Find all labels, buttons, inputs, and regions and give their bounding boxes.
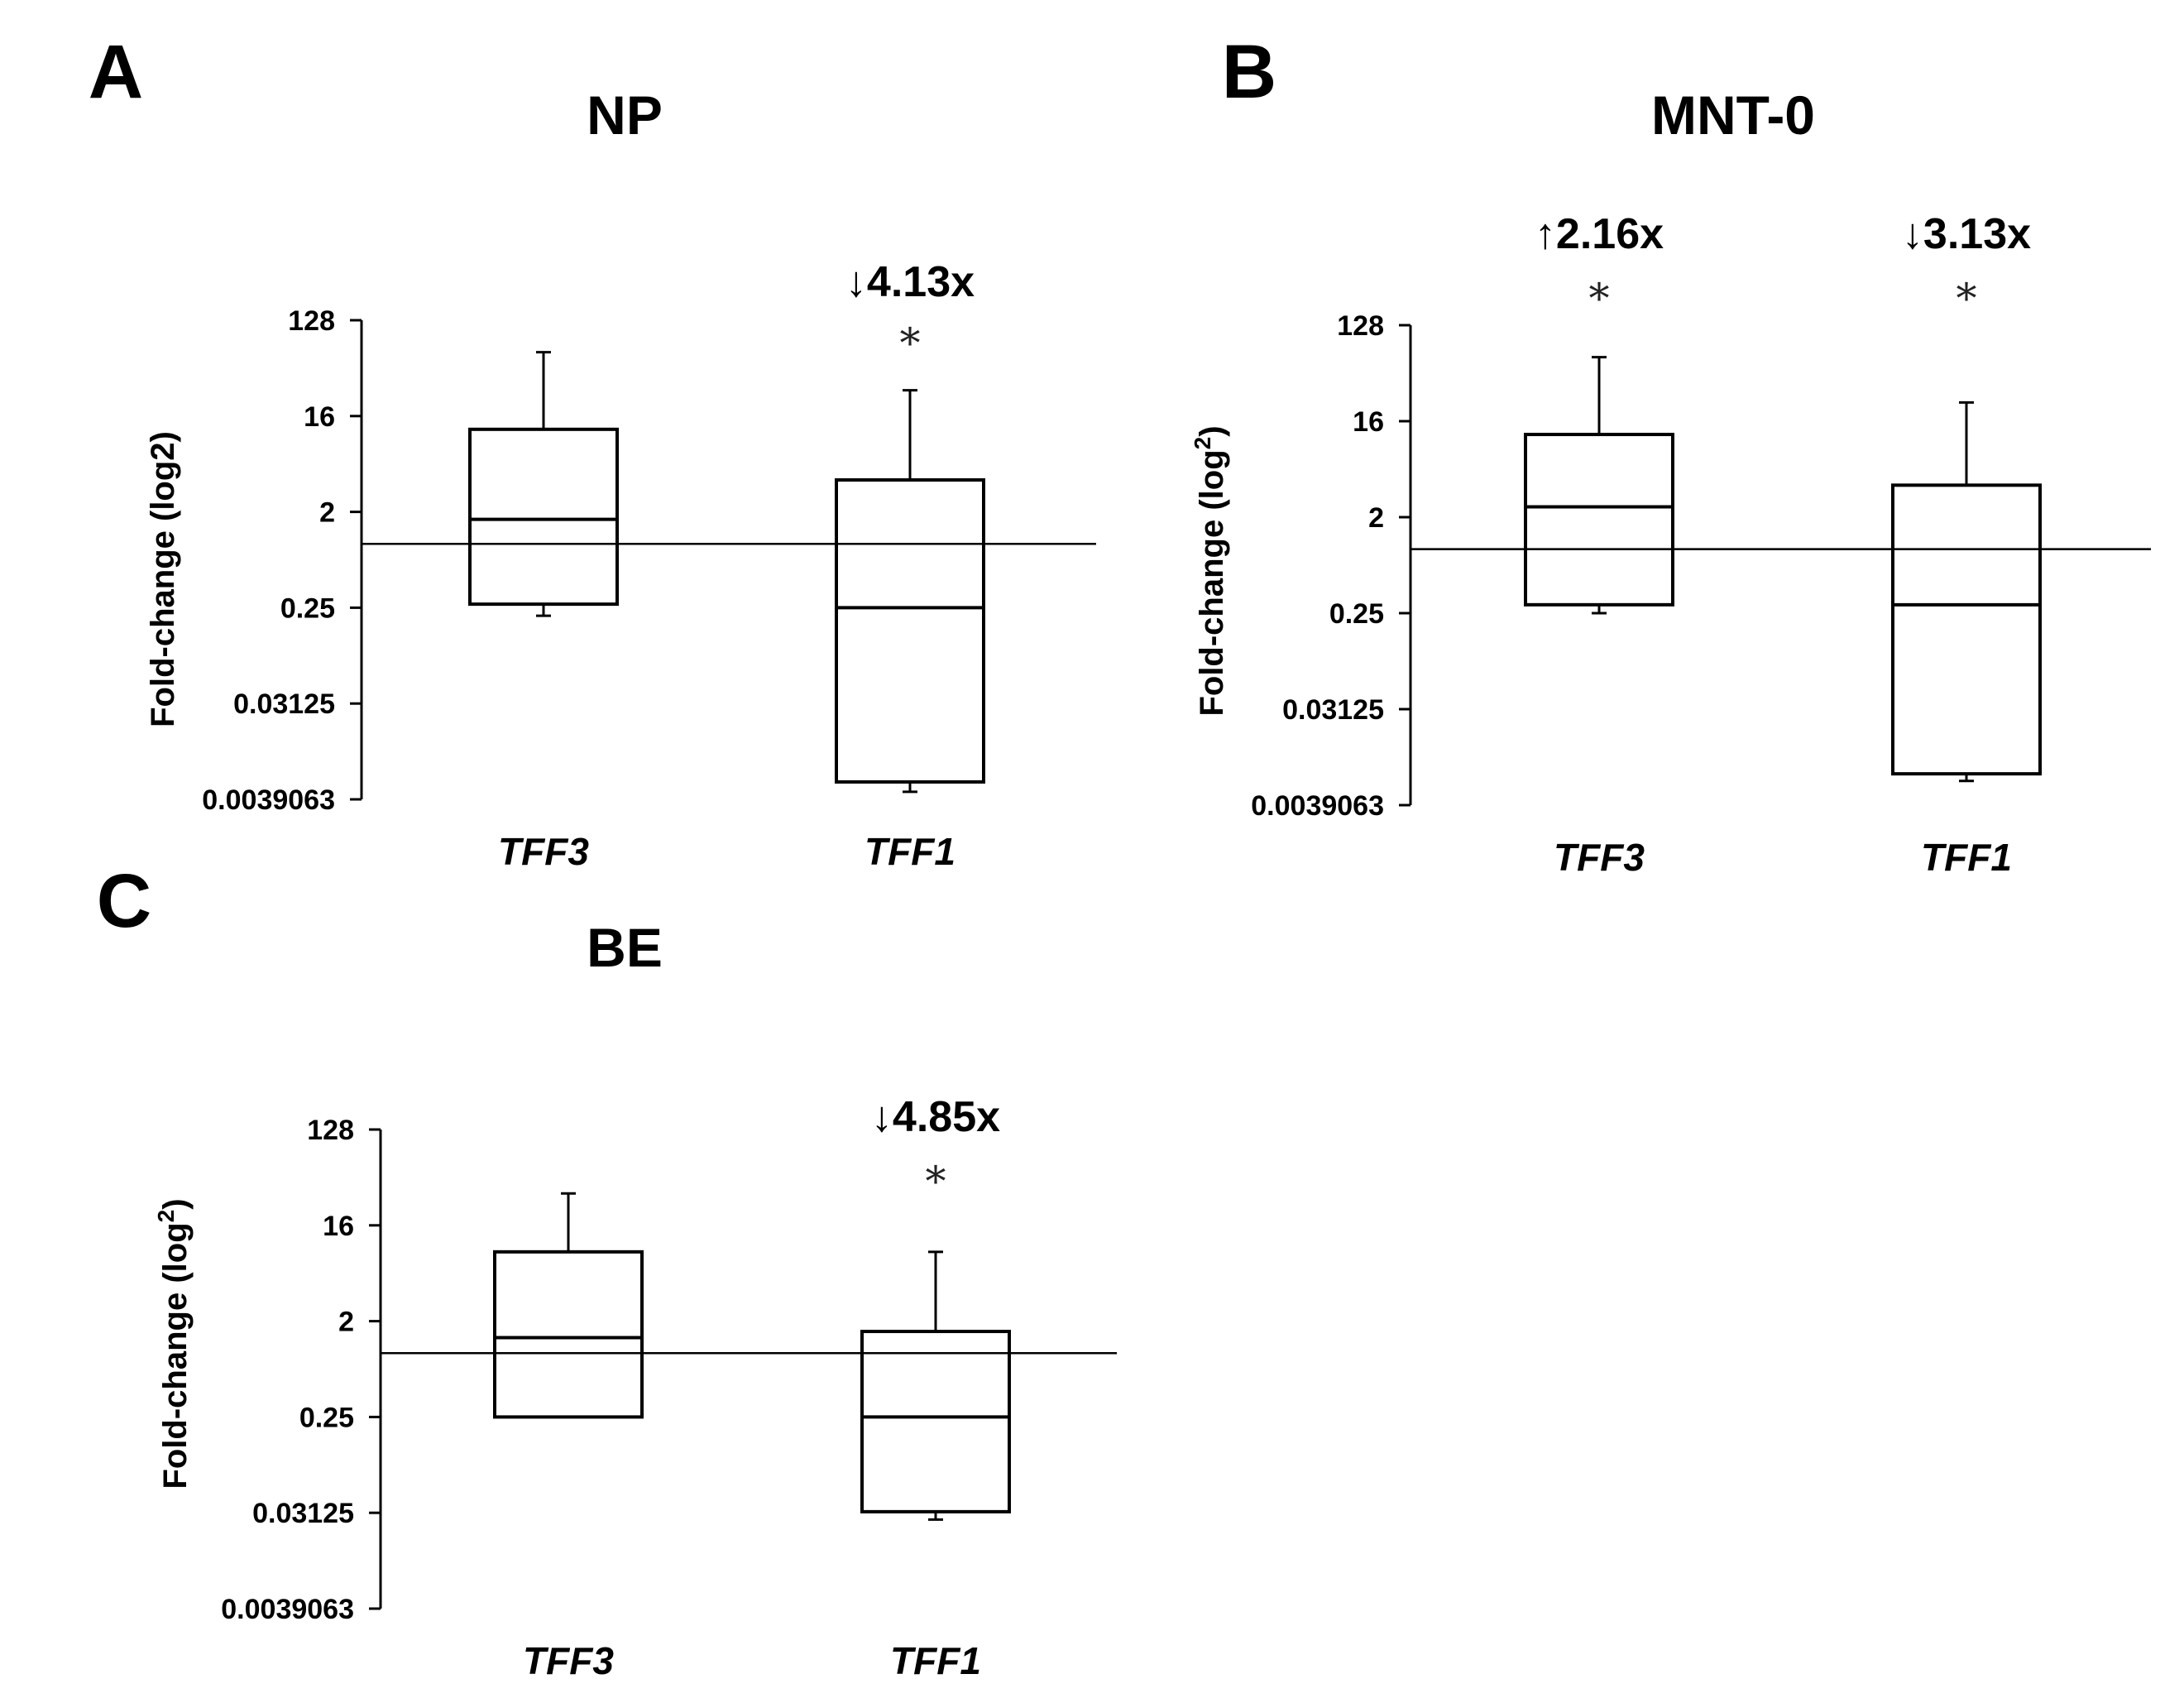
box-a-tff1 <box>835 478 985 784</box>
category-label-a-tff1: TFF1 <box>864 830 956 873</box>
y-axis-title-a: Fold-change (log2) <box>145 431 181 727</box>
y-axis-title-sup-b: 2 <box>1190 437 1215 450</box>
category-label-a-tff3: TFF3 <box>498 830 589 873</box>
y-tick-label-c-0: 128 <box>307 1115 354 1146</box>
panel-letter-c: C <box>97 859 151 943</box>
y-axis-title-text-b: Fold-change (log <box>1194 449 1230 716</box>
y-tick-label-a-1: 16 <box>304 401 335 433</box>
fold-change-label-c-tff1: ↓4.85x <box>871 1093 1000 1141</box>
category-label-b-tff1: TFF1 <box>1921 836 2012 879</box>
y-axis-title-sup-c: 2 <box>153 1210 179 1223</box>
fold-change-label-b-tff1: ↓3.13x <box>1902 210 2031 258</box>
box-b-tff1 <box>1891 483 2042 776</box>
chart-panel-c: C BE 128 16 2 0.25 0.03125 0.0039063 Fold-change… <box>0 849 1117 1698</box>
chart-title-b: MNT-0 <box>1651 84 1815 146</box>
chart-c-svg: C BE 128 16 2 0.25 0.03125 0.0039063 Fold-change… <box>97 859 1117 1682</box>
y-tick-label-b-5: 0.0039063 <box>1251 790 1384 822</box>
significance-marker-b-tff3: * <box>1589 275 1610 323</box>
y-tick-label-a-3: 0.25 <box>280 592 335 624</box>
category-label-c-tff1: TFF1 <box>890 1639 981 1682</box>
box-b-tff3 <box>1524 433 1674 607</box>
chart-a-svg: A NP 128 16 2 0.25 0.03125 0.0039063 Fold-change… <box>89 30 1096 873</box>
y-tick-label-a-5: 0.0039063 <box>202 784 335 816</box>
y-tick-label-b-0: 128 <box>1337 310 1384 342</box>
y-tick-label-c-3: 0.25 <box>299 1402 354 1433</box>
box-c-tff3 <box>493 1250 644 1419</box>
y-tick-label-c-1: 16 <box>323 1211 354 1242</box>
panel-letter-b: B <box>1222 30 1276 114</box>
significance-marker-b-tff1: * <box>1956 275 1977 323</box>
y-axis-title-close-b: ) <box>1194 425 1230 436</box>
y-axis-title-close-c: ) <box>157 1198 194 1209</box>
y-tick-label-a-0: 128 <box>288 305 335 337</box>
y-axis-title-text-c: Fold-change (log <box>157 1222 194 1489</box>
y-axis-title-c: Fold-change (log2) <box>153 1198 194 1489</box>
y-tick-label-b-1: 16 <box>1353 406 1384 438</box>
y-tick-label-a-4: 0.03125 <box>233 688 335 720</box>
y-tick-label-a-2: 2 <box>319 497 335 529</box>
chart-title-c: BE <box>587 917 663 978</box>
chart-panel-b: B MNT-0 128 16 2 0.25 0.03125 0.0039063 Fold-cha… <box>1051 0 2151 879</box>
y-tick-label-b-3: 0.25 <box>1329 598 1384 630</box>
y-tick-label-b-4: 0.03125 <box>1282 694 1384 726</box>
y-tick-label-c-4: 0.03125 <box>252 1498 354 1529</box>
chart-b-svg: B MNT-0 128 16 2 0.25 0.03125 0.0039063 Fold-cha… <box>1190 30 2151 879</box>
y-tick-label-c-2: 2 <box>338 1307 354 1338</box>
chart-title-a: NP <box>587 84 663 146</box>
significance-marker-a-tff1: * <box>900 319 921 367</box>
box-a-tff3 <box>468 427 619 607</box>
y-axis-title-text-a: Fold-change (log2) <box>145 431 181 727</box>
fold-change-label-b-tff3: ↑2.16x <box>1535 210 1664 258</box>
fold-change-label-a-tff1: ↓4.13x <box>845 258 975 306</box>
y-axis-title-b: Fold-change (log2) <box>1190 425 1231 716</box>
panel-letter-a: A <box>89 30 143 114</box>
category-label-c-tff3: TFF3 <box>523 1639 614 1682</box>
y-tick-label-b-2: 2 <box>1368 502 1384 534</box>
category-label-b-tff3: TFF3 <box>1554 836 1645 879</box>
chart-panel-a: A NP 128 16 2 0.25 0.03125 0.0039063 Fold-change… <box>0 0 1096 873</box>
box-c-tff1 <box>860 1330 1011 1513</box>
y-tick-label-c-5: 0.0039063 <box>221 1594 354 1625</box>
significance-marker-c-tff1: * <box>926 1158 946 1206</box>
